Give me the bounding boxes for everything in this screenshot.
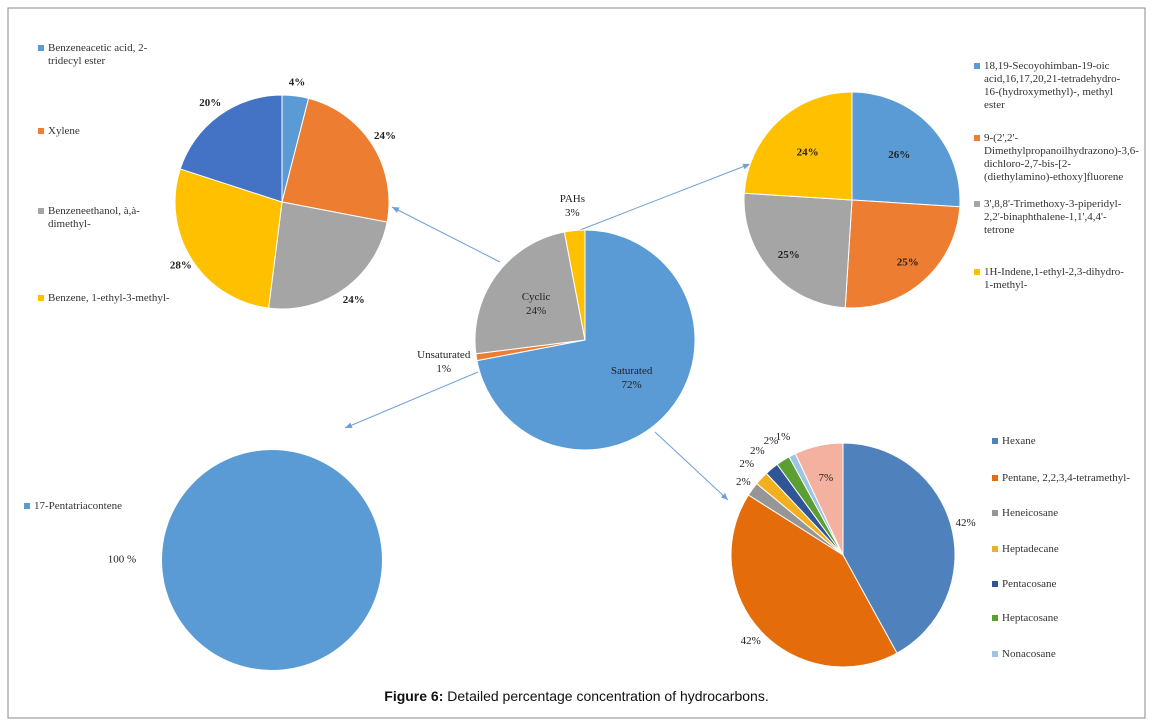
legend-entry: Xylene xyxy=(38,125,178,138)
legend-swatch xyxy=(24,503,30,509)
arrows xyxy=(344,163,751,501)
legend-swatch xyxy=(992,581,998,587)
slice-label: 42% xyxy=(955,517,975,529)
slice-label: 7% xyxy=(819,472,834,484)
legend-swatch xyxy=(992,546,998,552)
legend-entry: Heneicosane xyxy=(992,507,1132,520)
slice-label: 2% xyxy=(764,435,779,447)
legend-entry: Heptadecane xyxy=(992,543,1132,556)
legend-label: 18,19-Secoyohimban-19-oic acid,16,17,20,… xyxy=(984,60,1121,111)
slice-label: 42% xyxy=(741,635,761,647)
legend-swatch xyxy=(38,45,44,51)
legend-entry: Heptacosane xyxy=(992,612,1132,625)
slice-category: PAHs xyxy=(560,193,585,205)
legend-label: Xylene xyxy=(48,125,80,137)
slice-label: 25% xyxy=(897,257,919,269)
pie-slice xyxy=(179,94,283,203)
legend-swatch xyxy=(992,475,998,481)
slice-label: 4% xyxy=(289,77,306,89)
legend-label: Heneicosane xyxy=(1002,507,1059,519)
legend-label: Heptadecane xyxy=(1002,543,1059,555)
legend-entry: Benzeneacetic acid, 2-tridecyl ester xyxy=(38,42,178,68)
slice-label: 20% xyxy=(199,97,221,109)
legend-entry: 1H-Indene,1-ethyl-2,3-dihydro-1-methyl- xyxy=(974,266,1124,292)
legend-swatch xyxy=(974,135,980,141)
legend-label: Benzene, 1-ethyl-3-methyl- xyxy=(48,292,170,304)
legend-entry: Pentacosane xyxy=(992,578,1132,591)
legend-swatch xyxy=(992,438,998,444)
slice-label: 24% xyxy=(374,130,396,142)
slice-label: 1% xyxy=(776,431,791,443)
legend-swatch xyxy=(992,510,998,516)
slice-category: Cyclic xyxy=(522,291,551,303)
slice-category: Unsaturated xyxy=(417,349,471,361)
slice-label: 3% xyxy=(565,207,580,219)
legend-label: Pentane, 2,2,3,4-tetramethyl- xyxy=(1002,472,1130,484)
slice-label: 72% xyxy=(622,379,642,391)
slice-label: 24% xyxy=(526,305,546,317)
pie-slice xyxy=(743,91,853,201)
legend-label: Pentacosane xyxy=(1002,578,1057,590)
slice-label: 25% xyxy=(778,249,800,261)
slice-label: 28% xyxy=(170,260,192,272)
slice-category: Saturated xyxy=(611,365,653,377)
legend-label: 17-Pentatriacontene xyxy=(34,500,122,512)
slice-label: 24% xyxy=(797,146,819,158)
legend-label: Hexane xyxy=(1002,435,1036,447)
pie-slice xyxy=(162,450,382,670)
pie-slice xyxy=(268,201,388,310)
pie-slice xyxy=(474,231,586,355)
legend-entry: Pentane, 2,2,3,4-tetramethyl- xyxy=(992,472,1132,485)
legend-entry: Benzeneethanol, à,à-dimethyl- xyxy=(38,205,178,231)
pie-slice xyxy=(844,199,961,309)
legend-entry: 17-Pentatriacontene xyxy=(24,500,194,513)
legend-entry: Hexane xyxy=(992,435,1132,448)
legend-label: 3',8,8'-Trimethoxy-3-piperidyl-2,2'-bina… xyxy=(984,198,1122,236)
legend-entry: 18,19-Secoyohimban-19-oic acid,16,17,20,… xyxy=(974,60,1124,112)
caption-label: Figure 6: xyxy=(384,688,444,704)
legend-swatch xyxy=(38,208,44,214)
slice-label: 2% xyxy=(739,458,754,470)
slice-label: 24% xyxy=(343,294,365,306)
pie-slice xyxy=(743,192,853,309)
caption: Figure 6: Detailed percentage concentrat… xyxy=(0,688,1153,704)
pie-slice xyxy=(476,229,696,451)
legend-entry: 9-(2',2'-Dimethylpropanoilhydrazono)-3,6… xyxy=(974,132,1139,184)
legend-swatch xyxy=(992,651,998,657)
slice-label: 1% xyxy=(436,363,451,375)
pie-slice xyxy=(174,168,283,309)
pie-slice xyxy=(842,442,956,654)
legend-label: Benzeneacetic acid, 2-tridecyl ester xyxy=(48,42,148,67)
slice-label: 26% xyxy=(888,149,910,161)
legend-swatch xyxy=(974,201,980,207)
legend-entry: 3',8,8'-Trimethoxy-3-piperidyl-2,2'-bina… xyxy=(974,198,1124,237)
pie-slice xyxy=(563,229,586,341)
legend-label: 1H-Indene,1-ethyl-2,3-dihydro-1-methyl- xyxy=(984,266,1124,291)
legend-label: Benzeneethanol, à,à-dimethyl- xyxy=(48,205,140,230)
slice-label: 2% xyxy=(736,476,751,488)
legend-label: Heptacosane xyxy=(1002,612,1059,624)
legend-label: 9-(2',2'-Dimethylpropanoilhydrazono)-3,6… xyxy=(984,132,1139,183)
frame xyxy=(7,7,1146,719)
slice-label: 100 % xyxy=(108,554,136,566)
legend-label: Nonacosane xyxy=(1002,648,1056,660)
caption-text: Detailed percentage concentration of hyd… xyxy=(443,688,769,704)
legend-swatch xyxy=(992,615,998,621)
pie-slice xyxy=(794,442,844,556)
pie-slice xyxy=(730,494,898,668)
legend-entry: Nonacosane xyxy=(992,648,1132,661)
legend-swatch xyxy=(38,128,44,134)
legend-swatch xyxy=(38,295,44,301)
pie-slice xyxy=(851,91,961,208)
legend-swatch xyxy=(974,269,980,275)
legend-swatch xyxy=(974,63,980,69)
legend-entry: Benzene, 1-ethyl-3-methyl- xyxy=(38,292,178,305)
slice-label: 2% xyxy=(750,445,765,457)
pie-slice xyxy=(281,97,390,223)
